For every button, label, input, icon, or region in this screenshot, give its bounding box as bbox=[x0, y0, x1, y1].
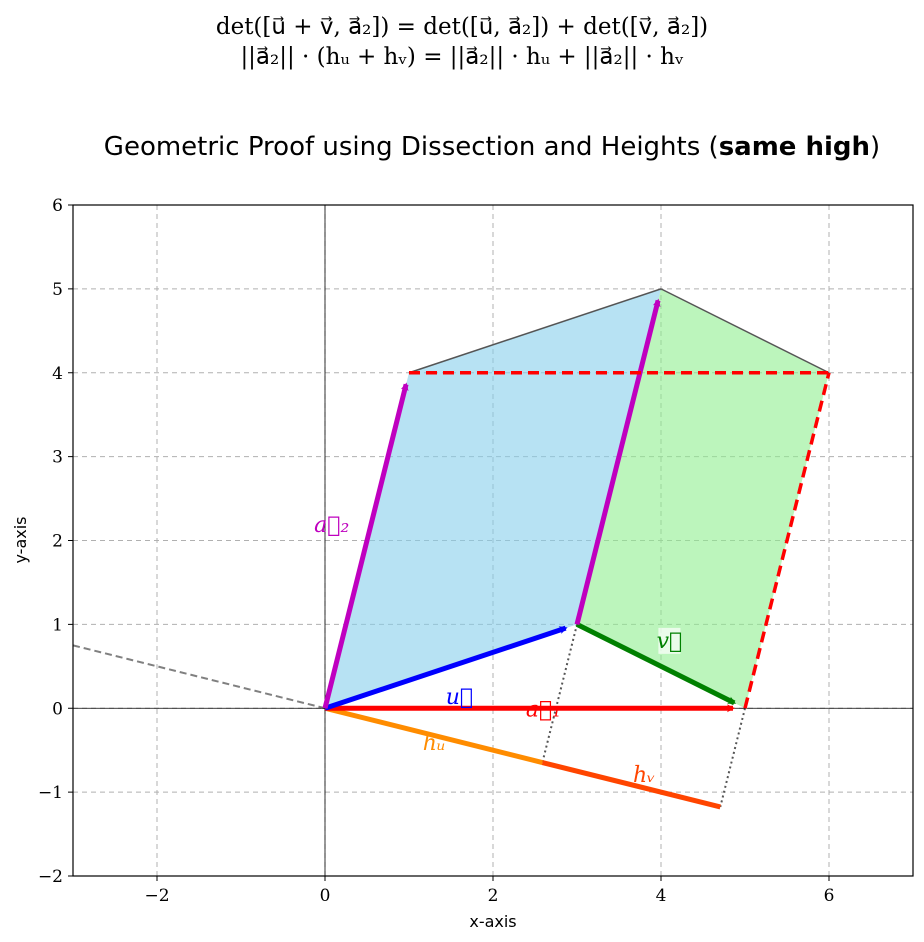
outline-segment bbox=[408, 288, 662, 374]
y-tick-label: 2 bbox=[52, 532, 63, 552]
vector-label-u: u⃗ bbox=[446, 685, 473, 710]
y-tick-label: −2 bbox=[38, 867, 63, 887]
perpendicular-line bbox=[72, 644, 326, 710]
y-axis-label: y-axis bbox=[11, 516, 30, 563]
vector-labels: u⃗ v⃗ a⃗₁ a⃗₂ hᵤ hᵥ bbox=[314, 513, 682, 788]
vector-a2-shifted bbox=[574, 298, 661, 625]
height-label-h_v: hᵥ bbox=[633, 763, 655, 788]
vectors bbox=[322, 298, 831, 713]
height-label-h_u: hᵤ bbox=[423, 731, 446, 756]
chart-title: Geometric Proof using Dissection and Hei… bbox=[104, 132, 880, 162]
x-axis-label: x-axis bbox=[469, 912, 516, 931]
y-tick-label: 1 bbox=[52, 615, 63, 635]
chart-title-end: ) bbox=[870, 132, 880, 162]
regions bbox=[325, 288, 829, 709]
region-v-parallelogram bbox=[577, 288, 829, 709]
chart-title-bold: same high bbox=[719, 132, 870, 162]
y-tick-label: 5 bbox=[52, 280, 63, 300]
x-tick-label: 6 bbox=[824, 886, 835, 906]
x-tick-label: −2 bbox=[144, 886, 169, 906]
height-h_v bbox=[541, 760, 721, 810]
vector-a2 bbox=[322, 382, 409, 709]
equation-line-2: ||a⃗₂|| · (hᵤ + hᵥ) = ||a⃗₂|| · hᵤ + ||a… bbox=[240, 44, 684, 70]
vector-label-a2: a⃗₂ bbox=[314, 513, 349, 538]
outline-segment bbox=[660, 288, 830, 374]
y-tick-label: −1 bbox=[38, 783, 63, 803]
chart-title-main: Geometric Proof using Dissection and Hei… bbox=[104, 132, 719, 162]
x-tick-label: 2 bbox=[488, 886, 499, 906]
label-bg-v bbox=[658, 627, 681, 654]
x-tick-label: 0 bbox=[320, 886, 331, 906]
height-h_u bbox=[324, 705, 543, 765]
vector-v bbox=[575, 622, 737, 706]
region-u-parallelogram bbox=[325, 288, 661, 709]
ticks: −2 0 2 4 6 −2 −1 0 1 2 3 4 5 6 bbox=[38, 196, 834, 906]
projection-line bbox=[541, 624, 578, 763]
equation-line-1: det([u⃗ + v⃗, a⃗₂]) = det([u⃗, a⃗₂]) + d… bbox=[216, 14, 708, 40]
vector-u bbox=[324, 625, 568, 711]
projection-line bbox=[719, 708, 746, 808]
y-tick-label: 6 bbox=[52, 196, 63, 216]
vector-label-v: v⃗ bbox=[657, 629, 683, 654]
y-tick-label: 0 bbox=[52, 699, 63, 719]
vector-label-a1: a⃗₁ bbox=[526, 698, 561, 723]
x-tick-label: 4 bbox=[656, 886, 667, 906]
lines bbox=[72, 288, 830, 810]
y-tick-label: 4 bbox=[52, 364, 63, 384]
plot-frame bbox=[72, 204, 914, 877]
y-tick-label: 3 bbox=[52, 448, 63, 468]
dashed-red-segment bbox=[743, 372, 831, 709]
